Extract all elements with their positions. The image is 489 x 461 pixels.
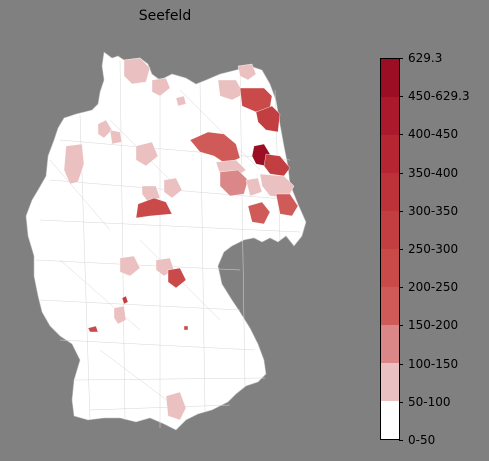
legend-swatch — [381, 173, 399, 211]
district-freiburg-dot — [87, 325, 99, 333]
district-rostock-area — [217, 79, 245, 101]
legend-tick-3: 350-400 — [398, 166, 458, 180]
district-north-1 — [151, 77, 171, 97]
district-goerlitz — [275, 193, 299, 217]
district-ruegen — [237, 63, 257, 81]
district-hannover-area — [135, 141, 159, 167]
district-northwest — [97, 119, 113, 139]
legend-tick-7: 150-200 — [398, 318, 458, 332]
legend-swatch — [381, 249, 399, 287]
legend-tick-10: 0-50 — [398, 433, 435, 447]
legend-color-bar — [380, 58, 400, 440]
district-baden — [113, 305, 127, 325]
district-leipzig-area — [245, 177, 263, 197]
district-goettingen-area — [163, 177, 183, 199]
highlighted-districts — [63, 57, 299, 421]
legend-swatch — [381, 135, 399, 173]
legend-swatch — [381, 97, 399, 135]
legend-swatch — [381, 401, 399, 439]
legend-tick-8: 100-150 — [398, 357, 458, 371]
map-title: Seefeld — [138, 8, 192, 24]
district-altmark — [189, 131, 241, 165]
legend-swatch — [381, 325, 399, 363]
legend-tick-5: 250-300 — [398, 242, 458, 256]
germany-choropleth-map — [25, 51, 307, 431]
district-sylt-area — [123, 57, 151, 85]
legend-tick-9: 50-100 — [399, 395, 451, 409]
district-hessen-north — [135, 197, 173, 219]
district-north-2 — [175, 95, 187, 107]
legend-swatch — [381, 363, 399, 401]
legend-tick-4: 300-350 — [398, 204, 458, 218]
legend-tick-0: 629.3 — [398, 51, 442, 65]
district-emsland — [63, 143, 85, 185]
district-frankfurt-area — [119, 255, 141, 277]
legend-tick-2: 400-450 — [398, 127, 458, 141]
district-alps — [165, 391, 187, 421]
district-bavaria-north-2 — [167, 267, 187, 289]
district-uckermark — [255, 105, 281, 133]
district-bremen-area — [109, 129, 123, 145]
district-karlsruhe-dot — [121, 295, 129, 305]
legend-tick-6: 200-250 — [398, 280, 458, 294]
legend-swatch — [381, 211, 399, 249]
district-dresden-area — [247, 201, 271, 225]
district-bavaria-dot — [183, 325, 189, 331]
legend-tick-1: 450-629.3 — [399, 89, 470, 103]
district-anhalt — [219, 169, 249, 197]
legend-swatch — [381, 59, 399, 97]
legend-swatch — [381, 287, 399, 325]
frisian-islands — [64, 111, 96, 120]
